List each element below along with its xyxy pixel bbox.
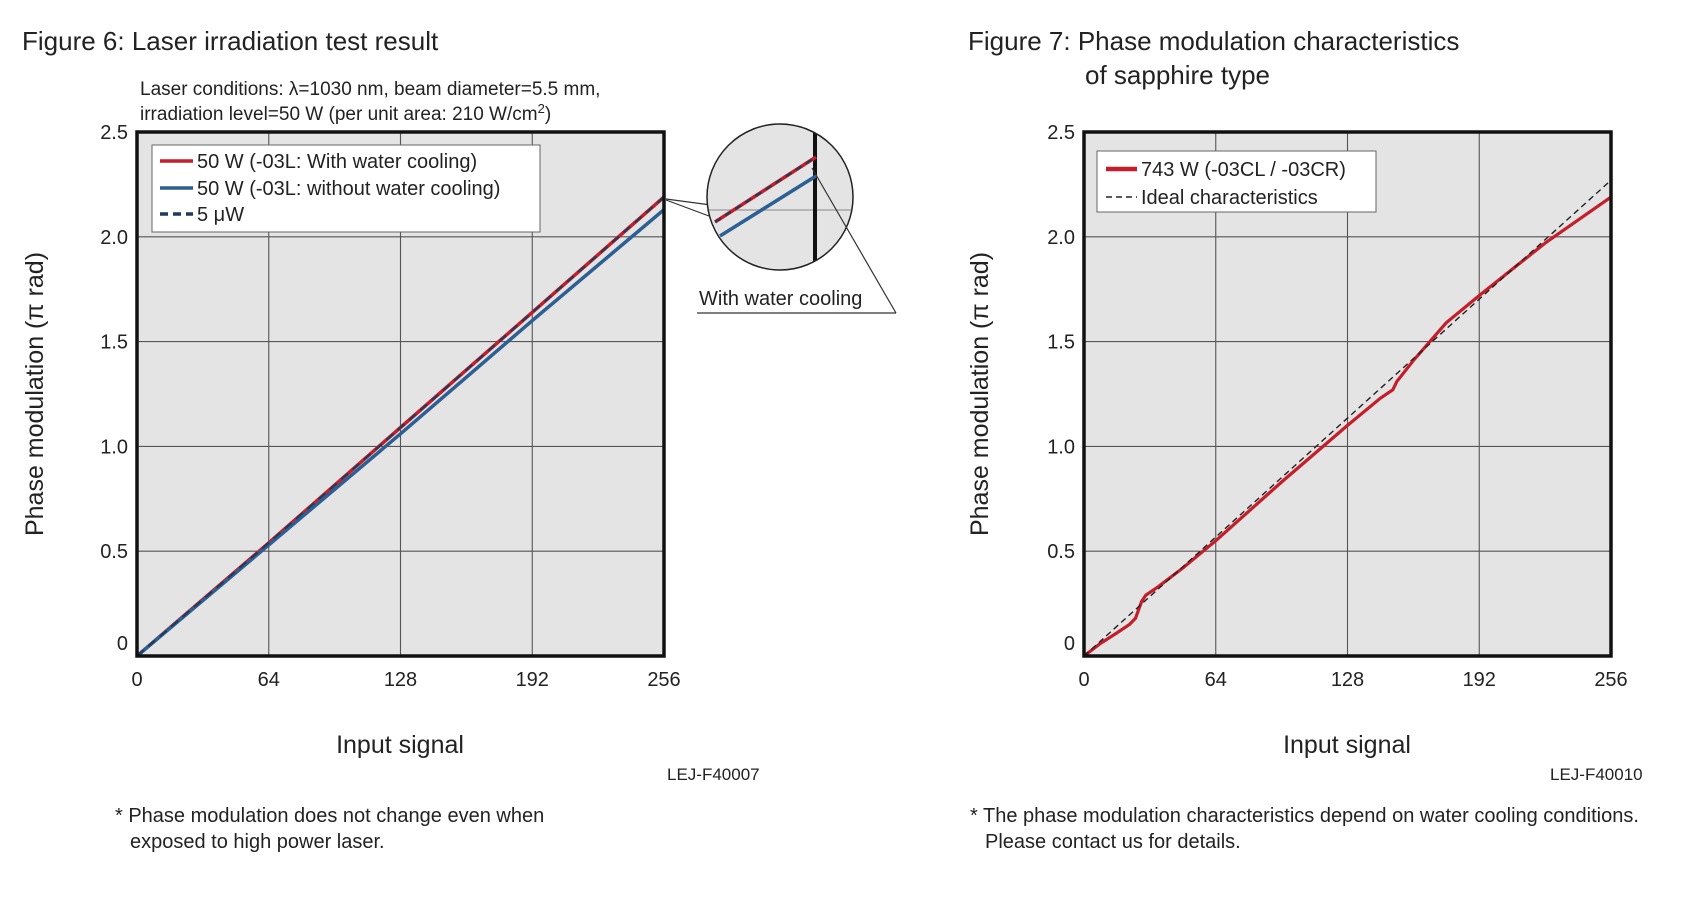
y-axis-label-right: Phase modulation (π rad)	[966, 252, 994, 536]
y-tick-label: 2.0	[1047, 227, 1075, 249]
legend-label-without-cooling: 50 W (-03L: without water cooling)	[197, 178, 500, 200]
figure7-code: LEJ-F40010	[1550, 765, 1643, 784]
laser-conditions-line1: Laser conditions: λ=1030 nm, beam diamet…	[140, 79, 600, 100]
legend-box-right	[1096, 150, 1377, 213]
legend-box-left	[151, 144, 541, 233]
series-line-5-w	[137, 196, 664, 656]
x-tick-label: 192	[1463, 669, 1496, 691]
y-tick-label: 0	[117, 633, 128, 655]
plot-frame-left	[135, 130, 666, 658]
series-line-50-w-03l-without-water-cooling	[137, 208, 664, 656]
x-tick-label: 256	[1594, 669, 1627, 691]
y-tick-label: 1.0	[100, 436, 128, 458]
plot-frame-right	[1082, 130, 1613, 658]
legend-label-5uw: 5 μW	[197, 204, 244, 226]
y-tick-label: 2.5	[1047, 122, 1075, 144]
x-tick-labels-right: 0 64 128 192 256	[1078, 669, 1627, 691]
callout-connector-top	[665, 198, 712, 206]
figure7-title-line2: of sapphire type	[1085, 60, 1270, 90]
x-axis-label-right: Input signal	[1283, 731, 1411, 759]
zoom-line-without-cooling	[719, 174, 817, 238]
x-tick-labels-left: 0 64 128 192 256	[131, 669, 680, 691]
series-right	[1084, 179, 1611, 656]
series-line-ideal-characteristics	[1084, 179, 1611, 656]
x-tick-label: 192	[516, 669, 549, 691]
y-tick-label: 2.0	[100, 227, 128, 249]
series-left	[137, 195, 664, 656]
callout-label: With water cooling	[699, 288, 862, 310]
gridlines-right	[1084, 132, 1611, 656]
callout-connector-bottom	[665, 199, 710, 217]
y-tick-labels-left: 0 0.5 1.0 1.5 2.0 2.5	[100, 122, 128, 655]
legend-label-743w: 743 W (-03CL / -03CR)	[1141, 159, 1346, 181]
y-tick-label: 1.0	[1047, 436, 1075, 458]
figure-6: Figure 6: Laser irradiation test result …	[21, 26, 897, 853]
y-axis-label-left: Phase modulation (π rad)	[21, 252, 49, 536]
zoom-line-5uw	[714, 156, 817, 223]
y-tick-label: 0.5	[1047, 541, 1075, 563]
x-tick-label: 0	[1078, 669, 1089, 691]
legend-label-ideal: Ideal characteristics	[1141, 187, 1318, 209]
laser-conditions-line2: irradiation level=50 W (per unit area: 2…	[140, 101, 551, 126]
figure7-note-line2: Please contact us for details.	[985, 831, 1241, 853]
series-line-743-w-03cl-03cr	[1084, 195, 1611, 656]
figure6-note-line2: exposed to high power laser.	[130, 831, 385, 853]
figure7-title-line1: Figure 7: Phase modulation characteristi…	[968, 26, 1459, 56]
x-axis-label-left: Input signal	[336, 731, 464, 759]
x-tick-label: 128	[1331, 669, 1364, 691]
zoom-content	[707, 124, 853, 270]
y-tick-label: 1.5	[1047, 332, 1075, 354]
legend-label-with-cooling: 50 W (-03L: With water cooling)	[197, 151, 477, 173]
x-tick-label: 256	[647, 669, 680, 691]
x-tick-label: 128	[384, 669, 417, 691]
x-tick-label: 64	[258, 669, 280, 691]
x-tick-label: 64	[1205, 669, 1227, 691]
figure6-title: Figure 6: Laser irradiation test result	[22, 26, 439, 56]
figure7-note-line1: * The phase modulation characteristics d…	[970, 805, 1639, 827]
y-tick-label: 2.5	[100, 122, 128, 144]
zoom-circle-border	[706, 123, 854, 271]
callout-pointer-line	[811, 167, 897, 314]
zoom-callout: With water cooling	[665, 123, 897, 314]
y-tick-label: 0.5	[100, 541, 128, 563]
legend-left: 50 W (-03L: With water cooling) 50 W (-0…	[151, 144, 541, 233]
y-tick-labels-right: 0 0.5 1.0 1.5 2.0 2.5	[1047, 122, 1075, 655]
legend-right: 743 W (-03CL / -03CR) Ideal characterist…	[1096, 150, 1377, 213]
x-tick-label: 0	[131, 669, 142, 691]
figure6-note-line1: * Phase modulation does not change even …	[115, 805, 544, 827]
y-tick-label: 0	[1064, 633, 1075, 655]
figure-7: Figure 7: Phase modulation characteristi…	[966, 26, 1643, 853]
figure6-code: LEJ-F40007	[667, 765, 760, 784]
y-tick-label: 1.5	[100, 332, 128, 354]
